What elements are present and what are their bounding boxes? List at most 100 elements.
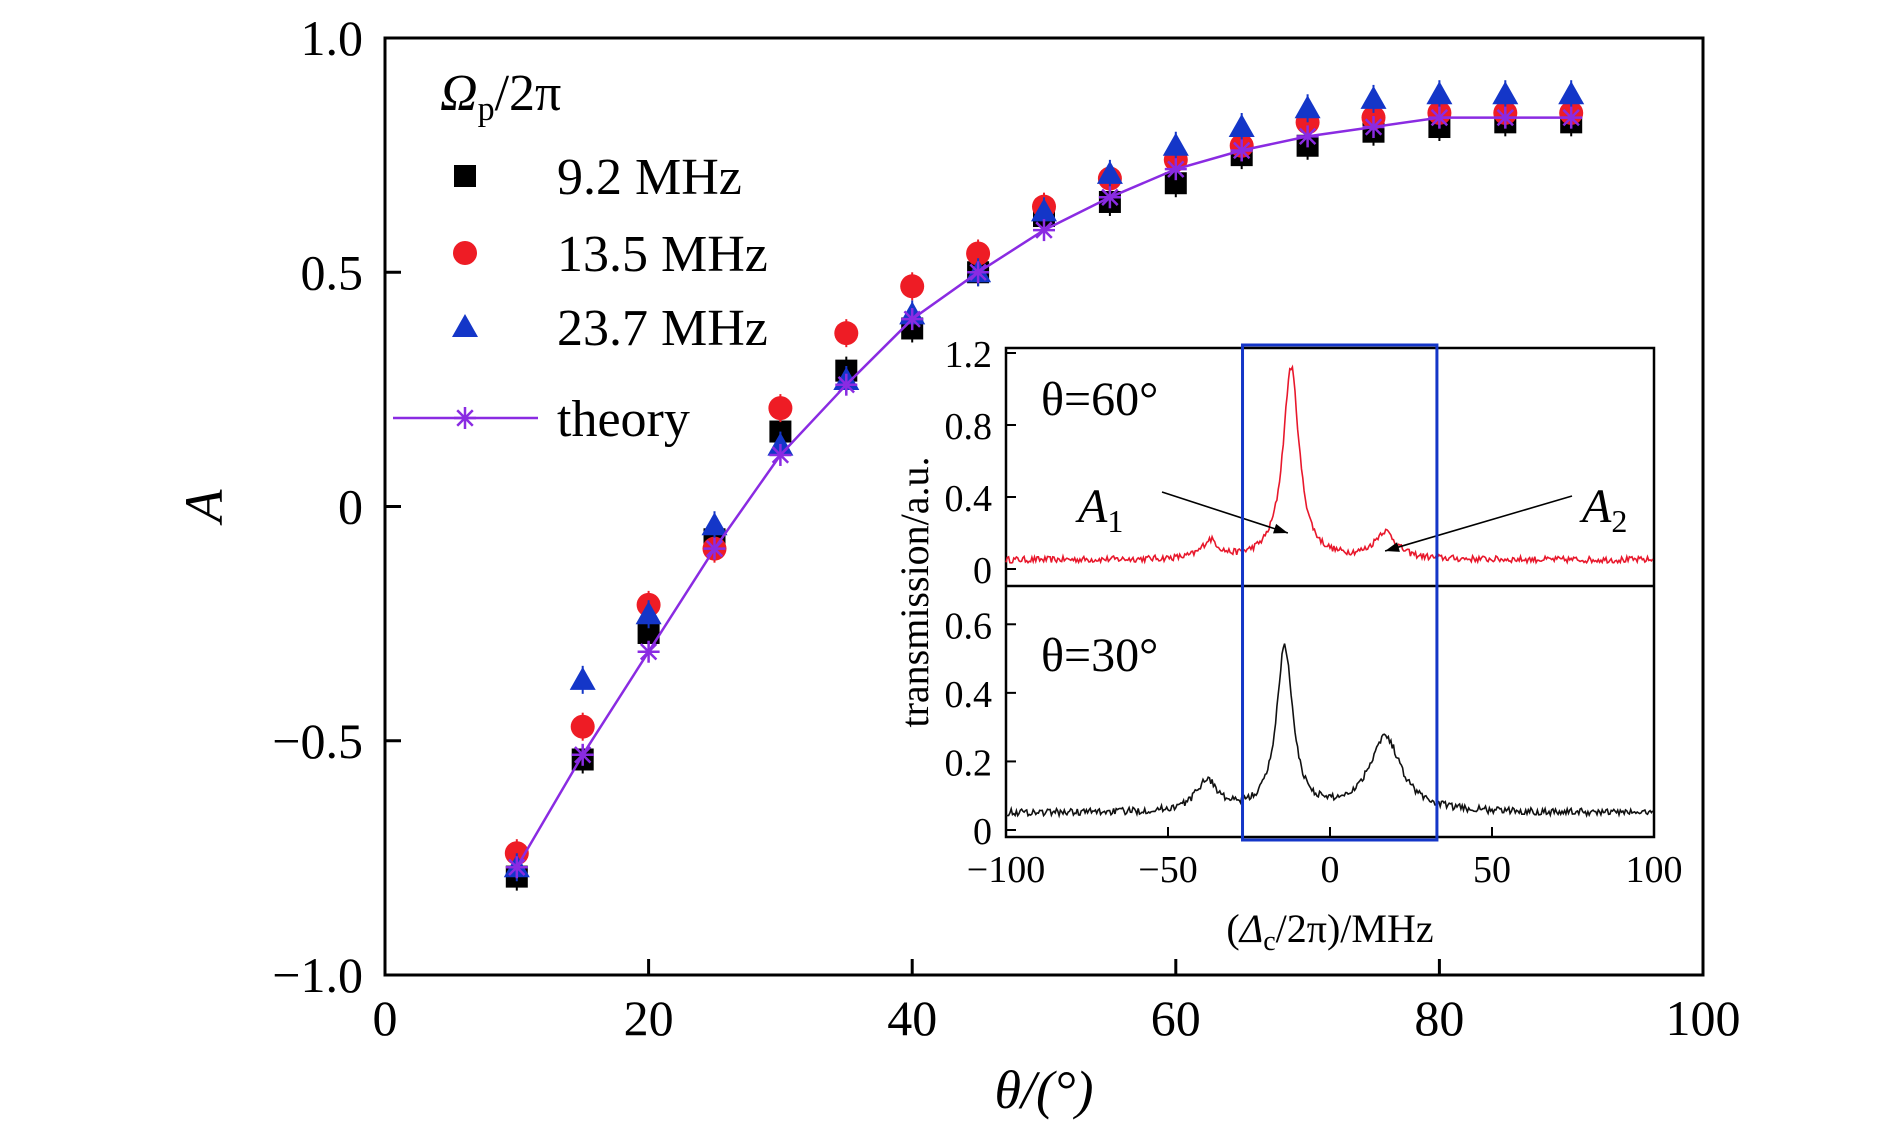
x-tick-label: 20 [624,990,674,1046]
data-point-asterisk [1230,139,1253,162]
data-point-asterisk [967,261,990,284]
asterisk-stroke [508,858,526,876]
asterisk-stroke [1101,188,1119,206]
data-point-square [769,420,792,443]
annotation-arrow [1384,495,1573,552]
inset-y-tick-label: 0.6 [945,605,993,647]
data-point-asterisk [1164,158,1187,181]
inset-y-tick-label: 0.4 [945,478,993,520]
y-tick-label: 0.5 [301,244,364,300]
data-point-asterisk [1560,106,1583,129]
asterisk-stroke [1496,108,1514,127]
asterisk-stroke [771,446,790,464]
data-point-asterisk [1494,106,1517,129]
asterisk-stroke [1035,221,1053,239]
annotation-label: A1 [1075,480,1123,539]
asterisk-stroke [969,263,987,281]
x-tick-label: 40 [887,990,937,1046]
inset-x-tick-label: 100 [1626,849,1683,891]
data-point-circle [768,396,793,421]
data-point-circle [966,241,991,266]
series-asterisk-line [505,106,1583,879]
data-point-asterisk [1428,106,1451,129]
data-point-asterisk [1098,186,1121,209]
inset-x-axis-label: (Δc/2π)/MHz [1226,906,1433,957]
annotation-arrowhead [1273,523,1288,534]
inset-y-tick-label: 0 [973,811,992,853]
data-point-triangle [1492,81,1519,105]
y-tick-label: −0.5 [272,713,363,769]
asterisk-stroke [1298,127,1317,146]
data-point-circle [570,714,595,739]
annotation-label: A2 [1579,480,1627,539]
data-point-triangle [635,601,662,625]
inset-panel-top: 0 0.4 0.8 1.2 θ=60° A1 A2 [945,334,1654,592]
asterisk-stroke [1364,118,1383,136]
data-point-square [454,165,476,187]
data-point-triangle [1426,81,1453,105]
inset-y-tick-label: 0.4 [945,674,993,716]
data-point-asterisk [769,443,792,466]
asterisk-stroke [705,540,724,558]
data-point-asterisk [1362,116,1385,139]
inset-y-tick-label: 1.2 [945,334,993,376]
data-point-triangle [1294,95,1321,119]
data-point-triangle [1162,132,1189,156]
data-point-triangle [569,666,596,690]
transmission-trace [1005,643,1654,819]
asterisk-stroke [837,376,855,394]
annotation-arrow [1161,491,1289,534]
data-point-triangle [1228,114,1255,138]
y-tick-label: 0 [338,479,363,535]
x-tick-label: 100 [1666,990,1741,1046]
inset-panel-label: θ=60° [1041,373,1158,426]
data-point-triangle [1031,198,1057,222]
data-point-square [1164,172,1187,195]
legend-label: 13.5 MHz [557,226,768,283]
asterisk-stroke [639,643,658,661]
data-point-asterisk [454,407,476,429]
y-axis-label: A [174,489,234,526]
data-point-asterisk [571,743,594,766]
data-point-asterisk [637,640,660,663]
transmission-trace [1005,364,1654,565]
asterisk-stroke [1562,108,1580,127]
inset-y-tick-label: 0.8 [945,406,993,448]
highlight-box [1241,343,1439,842]
asterisk-stroke [903,310,921,328]
y-tick-label: 1.0 [301,10,364,66]
data-point-triangle [1096,160,1123,184]
data-point-asterisk [1033,219,1055,242]
asterisk-stroke [456,409,474,427]
data-point-triangle [452,314,478,337]
inset-panel-label: θ=30° [1041,629,1158,682]
y-tick-label: −1.0 [272,947,363,1003]
data-point-asterisk [901,308,924,331]
x-tick-label: 0 [373,990,398,1046]
asterisk-stroke [574,746,592,764]
x-tick-label: 60 [1151,990,1201,1046]
asterisk-stroke [1430,108,1449,127]
data-point-circle [834,321,859,346]
legend-label: theory [557,391,690,448]
data-point-circle [453,241,477,265]
x-tick-label: 80 [1414,990,1464,1046]
inset-x-tick-label: −50 [1138,849,1197,891]
inset-x-tick-label: −100 [967,849,1045,891]
data-point-triangle [1360,85,1387,109]
data-point-circle [900,274,925,299]
legend-label: 9.2 MHz [557,149,742,206]
inset-y-tick-label: 0 [973,550,992,592]
x-axis-label: θ/(°) [994,1060,1093,1120]
legend-title: Ωp/2π [440,65,561,128]
inset-panel-bottom: 0 0.2 0.4 0.6 θ=30° [945,605,1654,853]
legend-label: 23.7 MHz [557,300,768,357]
data-point-triangle [701,512,728,536]
data-point-asterisk [1296,125,1319,148]
data-point-asterisk [703,537,726,560]
inset-y-tick-label: 0.2 [945,742,993,784]
asterisk-stroke [1167,160,1185,178]
data-point-triangle [1558,81,1585,105]
data-point-asterisk [835,373,858,396]
